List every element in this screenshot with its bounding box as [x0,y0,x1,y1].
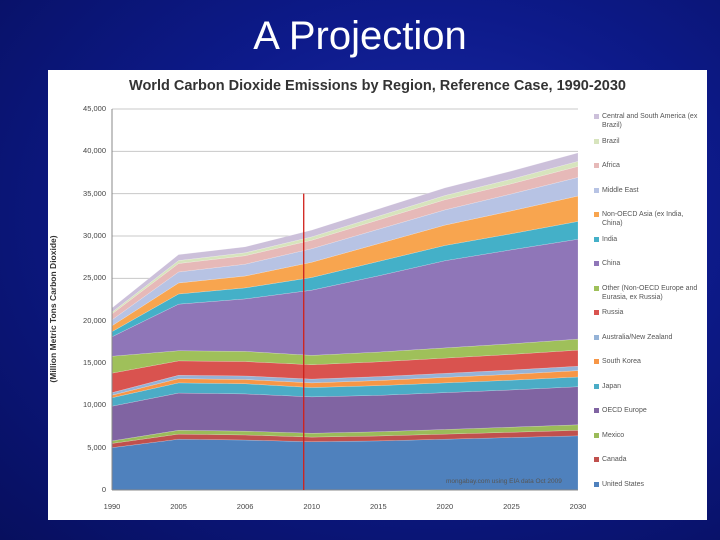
legend-label: Canada [602,456,627,463]
legend-swatch [594,114,599,119]
area-non-oecd-asia-ex-india-china [111,195,579,333]
area-south-korea [111,370,579,399]
source-note: mongabay.com using EIA data Oct 2009 [446,478,562,485]
x-tick-label: 2030 [569,502,587,511]
legend-label: Japan [602,382,622,390]
area-japan [111,376,579,407]
y-tick-label: 40,000 [83,146,106,156]
legend-swatch [594,408,599,413]
x-tick-label: 2010 [303,502,321,511]
x-tick-label: 2006 [236,502,254,511]
legend-swatch [594,457,599,462]
area-china [111,238,579,357]
legend-swatch [594,310,599,315]
y-axis-label: (Million Metric Tons Carbon Dioxide) [48,235,58,383]
y-tick-label: 45,000 [83,104,106,113]
legend-label: OECD Europe [602,407,647,414]
legend-swatch [594,481,599,487]
legend-swatch [594,138,599,144]
area-brazil [111,160,579,315]
x-tick-label: 2005 [170,502,187,511]
y-tick-label: 25,000 [83,273,106,283]
y-tick-label: 35,000 [83,188,106,198]
legend-swatch [594,285,599,291]
area-africa [111,166,579,321]
y-tick-label: 15,000 [83,358,106,367]
legend-label: Other (Non-OECD Europe and Eurasia, ex R… [602,284,698,301]
x-tick-label: 1990 [103,502,121,511]
legend-label: China [602,260,621,267]
legend-swatch [594,432,599,438]
legend-label: Brazil [602,137,620,145]
chart-panel: World Carbon Dioxide Emissions by Region… [48,70,707,520]
legend-swatch [594,187,599,193]
x-tick-label: 2025 [503,502,520,511]
x-tick-label: 2015 [369,502,387,511]
y-tick-label: 0 [101,485,106,494]
legend-swatch [594,261,599,266]
chart-plot [111,108,579,491]
y-tick-label: 10,000 [83,400,106,410]
legend-label: Africa [602,162,620,169]
y-tick-label: 20,000 [83,315,106,325]
legend-label: Australia/New Zealand [602,333,673,341]
legend-label: South Korea [602,358,641,365]
area-central-and-south-america-ex-brazil [111,152,579,313]
legend-label: United States [602,480,645,488]
area-middle-east [111,177,579,327]
legend-swatch [594,163,599,168]
legend-label: Mexico [602,431,625,439]
legend-swatch [594,212,599,217]
legend-swatch [594,334,599,340]
legend-label: Middle East [602,186,639,194]
legend-label: India [602,235,618,243]
x-tick-label: 2020 [436,502,454,511]
slide-title: A Projection [253,14,467,58]
legend-label: Russia [602,309,624,316]
chart-title: World Carbon Dioxide Emissions by Region… [129,78,626,94]
y-tick-label: 5,000 [87,442,106,452]
legend-swatch [594,236,599,242]
legend-label: Non-OECD Asia (ex India, China) [602,211,684,227]
legend-swatch [594,383,599,389]
legend-swatch [594,359,599,364]
y-tick-label: 30,000 [83,231,106,240]
legend-label: Central and South America (ex Brazil) [602,113,698,129]
